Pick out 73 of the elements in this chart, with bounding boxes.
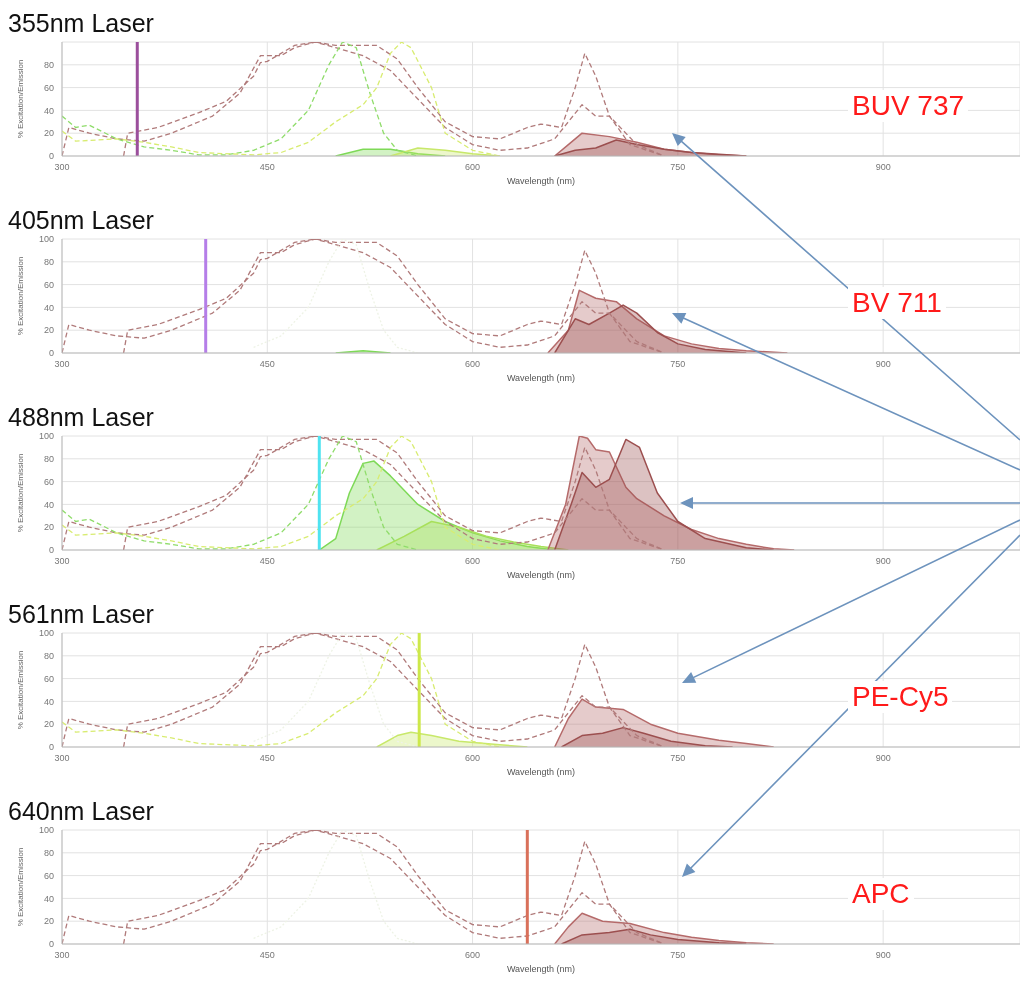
y-tick-label: 0 — [48, 151, 54, 162]
y-tick-label: 40 — [43, 893, 54, 904]
x-tick-label: 600 — [465, 359, 481, 370]
x-tick-label: 600 — [465, 162, 481, 173]
x-tick-label: 450 — [259, 162, 275, 173]
chart-title: 355nm Laser — [8, 8, 155, 38]
x-tick-label: 450 — [259, 556, 275, 567]
x-axis-title: Wavelength (nm) — [506, 373, 576, 383]
y-tick-label: 100 — [38, 825, 54, 836]
chart-title: 640nm Laser — [8, 796, 155, 826]
x-axis-title: Wavelength (nm) — [506, 964, 576, 974]
x-tick-label: 450 — [259, 753, 275, 764]
x-axis-title: Wavelength (nm) — [506, 570, 576, 580]
y-tick-label: 60 — [43, 279, 54, 290]
annotation: PE-Cy5 — [848, 681, 953, 713]
x-tick-label: 750 — [670, 753, 686, 764]
x-axis-title: Wavelength (nm) — [506, 176, 576, 186]
y-tick-label: 60 — [43, 476, 54, 487]
x-tick-label: 750 — [670, 556, 686, 567]
y-tick-label: 80 — [43, 453, 54, 464]
x-axis-title: Wavelength (nm) — [506, 767, 576, 777]
chart-title: 488nm Laser — [8, 402, 155, 432]
x-tick-label: 300 — [54, 753, 70, 764]
y-tick-label: 20 — [43, 522, 54, 533]
y-tick-label: 80 — [43, 847, 54, 858]
y-tick-label: 20 — [43, 916, 54, 927]
y-tick-label: 20 — [43, 325, 54, 336]
y-tick-label: 60 — [43, 870, 54, 881]
y-tick-label: 100 — [38, 628, 54, 639]
x-tick-label: 600 — [465, 753, 481, 764]
x-tick-label: 600 — [465, 950, 481, 961]
x-tick-label: 900 — [875, 556, 891, 567]
y-tick-label: 0 — [48, 939, 54, 950]
y-tick-label: 100 — [38, 431, 54, 442]
x-tick-label: 900 — [875, 753, 891, 764]
y-tick-label: 0 — [48, 742, 54, 753]
y-tick-label: 80 — [43, 256, 54, 267]
y-tick-label: 40 — [43, 499, 54, 510]
y-axis-title: % Excitation/Emission — [15, 59, 25, 139]
x-tick-label: 900 — [875, 359, 891, 370]
x-tick-label: 750 — [670, 950, 686, 961]
y-tick-label: 40 — [43, 696, 54, 707]
chart-title: 561nm Laser — [8, 599, 155, 629]
y-tick-label: 0 — [48, 348, 54, 359]
y-tick-label: 60 — [43, 82, 54, 93]
x-tick-label: 750 — [670, 162, 686, 173]
y-tick-label: 100 — [38, 234, 54, 245]
y-tick-label: 80 — [43, 59, 54, 70]
y-tick-label: 40 — [43, 105, 54, 116]
y-axis-title: % Excitation/Emission — [15, 847, 25, 927]
y-tick-label: 20 — [43, 128, 54, 139]
x-tick-label: 600 — [465, 556, 481, 567]
y-tick-label: 40 — [43, 302, 54, 313]
x-tick-label: 300 — [54, 950, 70, 961]
x-tick-label: 300 — [54, 556, 70, 567]
x-tick-label: 900 — [875, 950, 891, 961]
chart-title: 405nm Laser — [8, 205, 155, 235]
x-tick-label: 300 — [54, 359, 70, 370]
x-tick-label: 450 — [259, 359, 275, 370]
y-axis-title: % Excitation/Emission — [15, 256, 25, 336]
y-tick-label: 60 — [43, 673, 54, 684]
y-axis-title: % Excitation/Emission — [15, 453, 25, 533]
annotation: APC — [848, 878, 914, 910]
x-tick-label: 300 — [54, 162, 70, 173]
y-tick-label: 20 — [43, 719, 54, 730]
x-tick-label: 900 — [875, 162, 891, 173]
y-tick-label: 0 — [48, 545, 54, 556]
x-tick-label: 450 — [259, 950, 275, 961]
x-tick-label: 750 — [670, 359, 686, 370]
annotation: BV 711 — [848, 287, 946, 319]
y-axis-title: % Excitation/Emission — [15, 650, 25, 730]
annotation: BUV 737 — [848, 90, 969, 122]
y-tick-label: 80 — [43, 650, 54, 661]
